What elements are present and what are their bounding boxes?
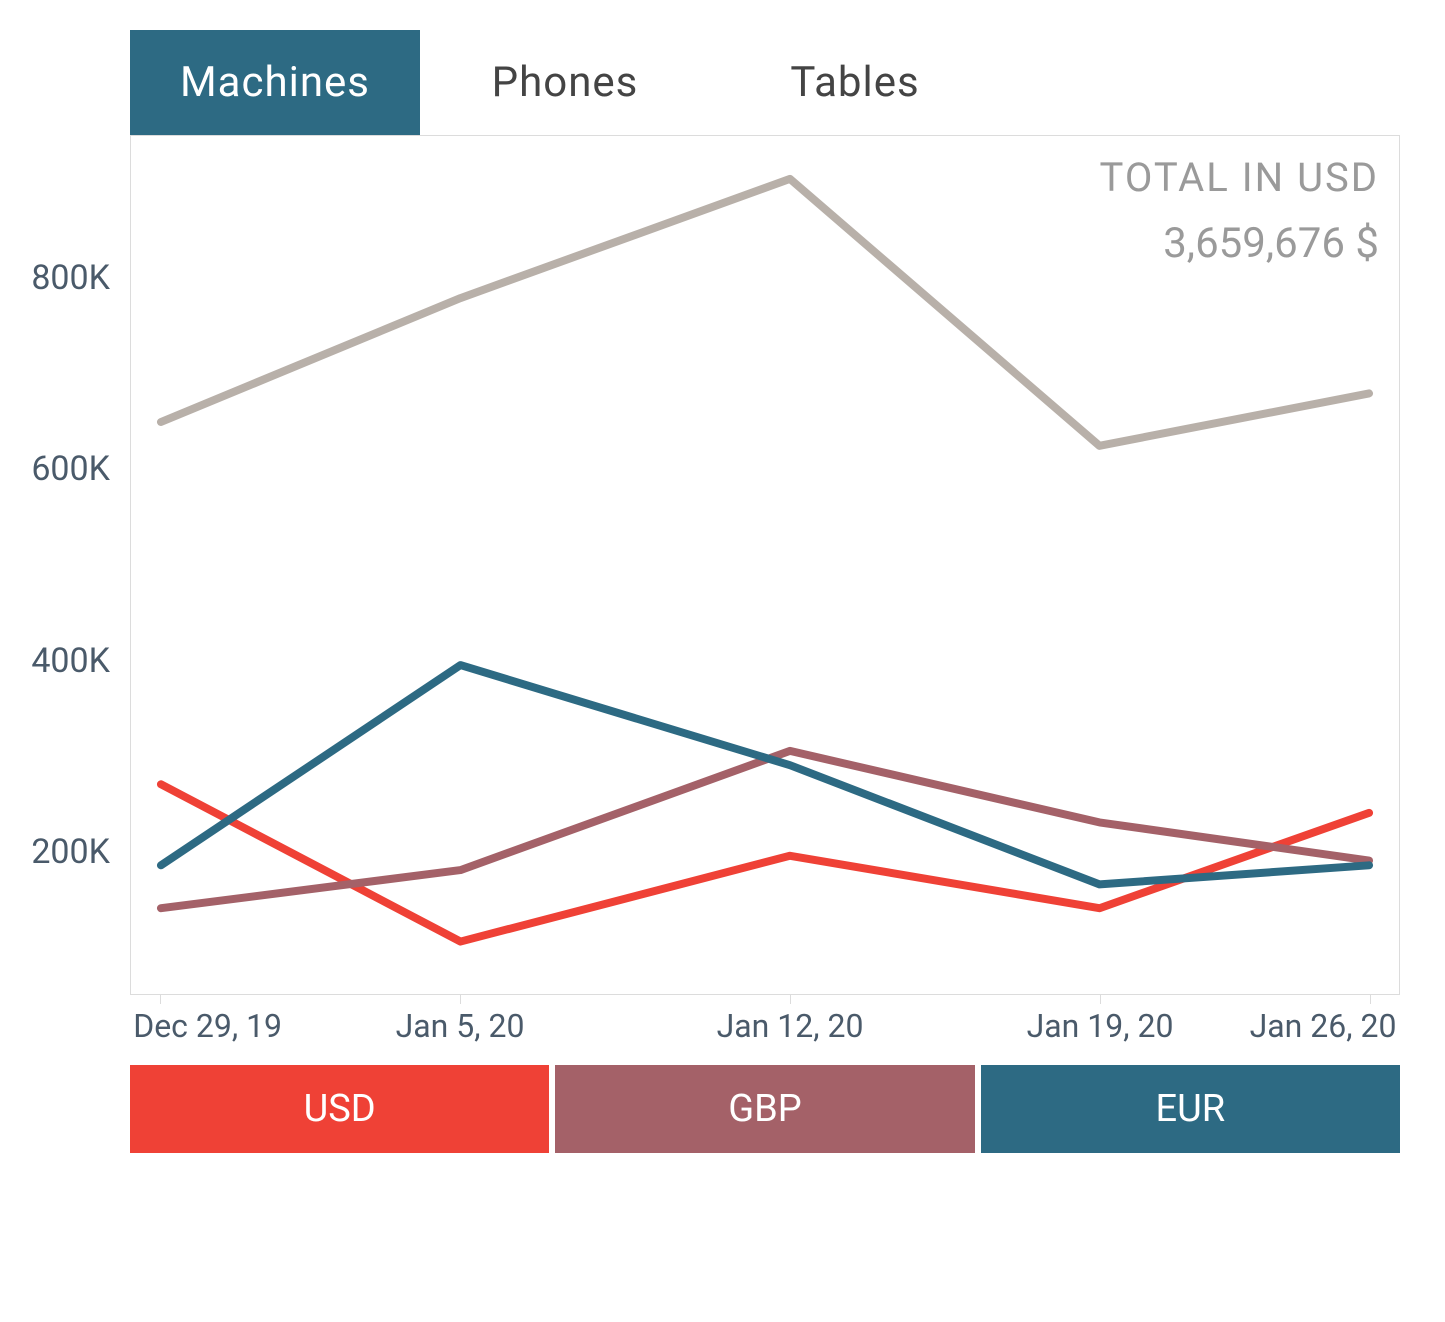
legend-gbp[interactable]: GBP	[555, 1065, 974, 1153]
series-line-usd	[161, 784, 1369, 941]
y-tick-label: 600K	[31, 449, 110, 489]
y-tick-label: 800K	[31, 258, 110, 298]
series-line-eur	[161, 665, 1369, 884]
x-axis: Dec 29, 19 Jan 5, 20 Jan 12, 20 Jan 19, 20 J…	[130, 995, 1400, 1055]
legend-usd[interactable]: USD	[130, 1065, 549, 1153]
y-tick-label: 200K	[31, 832, 110, 872]
series-line-gbp	[161, 751, 1369, 908]
x-tick-label: Jan 5, 20	[396, 1007, 525, 1045]
legend-eur[interactable]: EUR	[981, 1065, 1400, 1153]
x-tick	[1370, 994, 1371, 1004]
tab-machines[interactable]: Machines	[130, 30, 420, 135]
currency-legend: USDGBPEUR	[130, 1065, 1400, 1153]
x-tick	[1100, 994, 1101, 1004]
x-tick	[790, 994, 791, 1004]
y-axis: 200K 400K 600K 800K	[20, 135, 120, 995]
series-line-total	[161, 179, 1369, 446]
category-tabs: MachinesPhonesTables	[130, 30, 1400, 135]
x-tick	[460, 994, 461, 1004]
chart-area: 200K400K600K800K TOTAL IN USD 3,659,676 …	[60, 135, 1400, 1055]
x-tick-label: Jan 12, 20	[717, 1007, 864, 1045]
x-tick-label: Jan 19, 20	[1027, 1007, 1174, 1045]
tab-phones[interactable]: Phones	[420, 30, 710, 135]
y-tick-label: 400K	[31, 641, 110, 681]
plot-area: TOTAL IN USD 3,659,676 $	[130, 135, 1400, 995]
x-tick	[160, 994, 161, 1004]
tab-tables[interactable]: Tables	[710, 30, 1000, 135]
x-tick-label: Jan 26, 20	[1250, 1007, 1397, 1045]
x-tick-label: Dec 29, 19	[133, 1007, 282, 1045]
